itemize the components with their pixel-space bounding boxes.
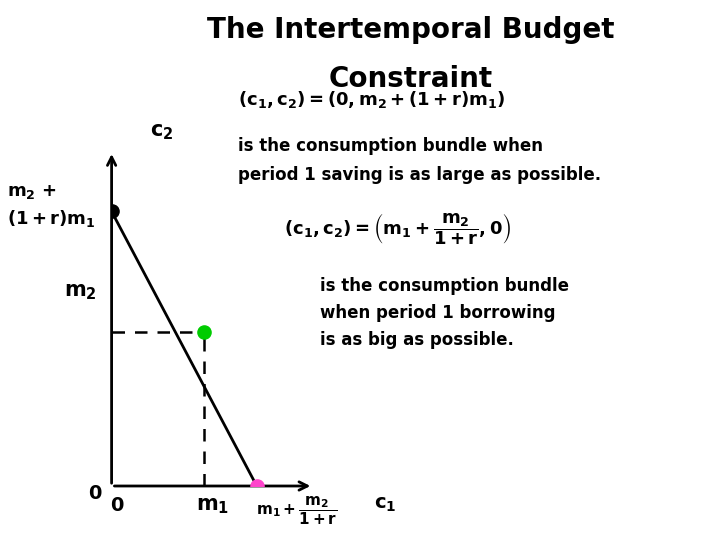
Point xyxy=(199,328,210,336)
Text: The Intertemporal Budget: The Intertemporal Budget xyxy=(207,16,614,44)
Text: when period 1 borrowing: when period 1 borrowing xyxy=(320,304,556,322)
Text: $\mathbf{(c_1,c_2) = \left(m_1 + \dfrac{m_2}{1+r},0\right)}$: $\mathbf{(c_1,c_2) = \left(m_1 + \dfrac{… xyxy=(284,212,512,247)
Text: $\mathbf{0}$: $\mathbf{0}$ xyxy=(89,483,103,503)
Text: Constraint: Constraint xyxy=(328,65,492,93)
Text: period 1 saving is as large as possible.: period 1 saving is as large as possible. xyxy=(238,166,600,185)
Text: $\mathbf{(c_1,c_2) = (0,m_2 + (1+r)m_1)}$: $\mathbf{(c_1,c_2) = (0,m_2 + (1+r)m_1)}… xyxy=(238,90,505,110)
Text: is the consumption bundle when: is the consumption bundle when xyxy=(238,137,543,155)
Text: $\mathbf{c_1}$: $\mathbf{c_1}$ xyxy=(374,495,397,515)
Text: $\mathbf{m_1 + \dfrac{m_2}{1+r}}$: $\mathbf{m_1 + \dfrac{m_2}{1+r}}$ xyxy=(256,494,337,526)
Text: $\mathbf{0}$: $\mathbf{0}$ xyxy=(110,496,125,516)
Point xyxy=(106,207,117,216)
Text: $\mathbf{m_1}$: $\mathbf{m_1}$ xyxy=(196,496,229,516)
Text: is the consumption bundle: is the consumption bundle xyxy=(320,277,570,295)
Text: $\mathbf{c_2}$: $\mathbf{c_2}$ xyxy=(150,122,174,143)
Text: $\mathbf{m_2}$: $\mathbf{m_2}$ xyxy=(64,281,97,302)
Text: $\mathbf{m_2}$ +: $\mathbf{m_2}$ + xyxy=(7,183,57,201)
Point xyxy=(251,482,263,490)
Text: is as big as possible.: is as big as possible. xyxy=(320,331,514,349)
Text: $\mathbf{(1+r)m_1}$: $\mathbf{(1+r)m_1}$ xyxy=(7,208,96,229)
